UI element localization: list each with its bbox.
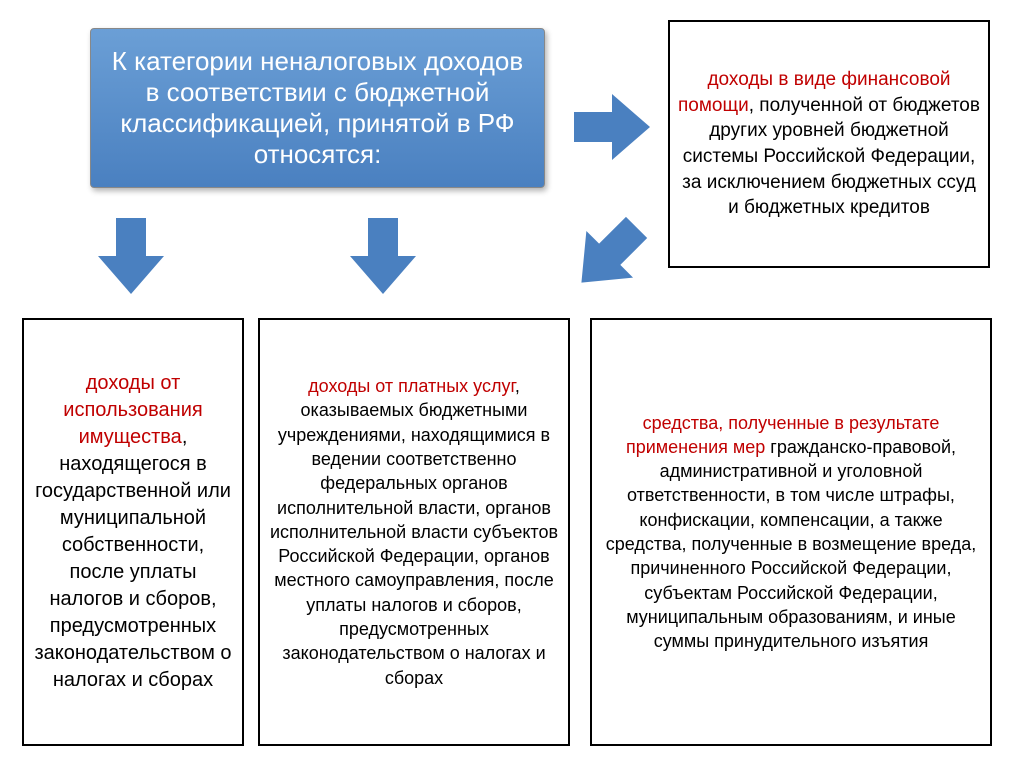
- box-penalties: средства, полученные в результате примен…: [590, 318, 992, 746]
- box-financial-aid: доходы в виде финансовой помощи, получен…: [668, 20, 990, 268]
- normal-text: гражданско-правовой, административной и …: [606, 437, 977, 651]
- box-property: доходы от использования имущества, наход…: [22, 318, 244, 746]
- box-services-text: доходы от платных услуг, оказываемых бюд…: [268, 374, 560, 690]
- arrow-down-icon: [98, 218, 164, 294]
- arrow-right-icon: [574, 94, 650, 160]
- title-text: К категории неналоговых доходов в соотве…: [111, 46, 524, 170]
- box-services: доходы от платных услуг, оказываемых бюд…: [258, 318, 570, 746]
- arrow-down-icon: [350, 218, 416, 294]
- box-property-text: доходы от использования имущества, наход…: [32, 370, 234, 694]
- box-penalties-text: средства, полученные в результате примен…: [600, 411, 982, 654]
- highlight-text: доходы от платных услуг: [308, 376, 515, 396]
- normal-text: , находящегося в государственной или мун…: [34, 426, 231, 691]
- box-financial-aid-text: доходы в виде финансовой помощи, получен…: [678, 67, 980, 221]
- arrow-diag-icon: [564, 210, 654, 300]
- normal-text: , оказываемых бюджетными учреждениями, н…: [270, 376, 558, 688]
- title-box: К категории неналоговых доходов в соотве…: [90, 28, 545, 188]
